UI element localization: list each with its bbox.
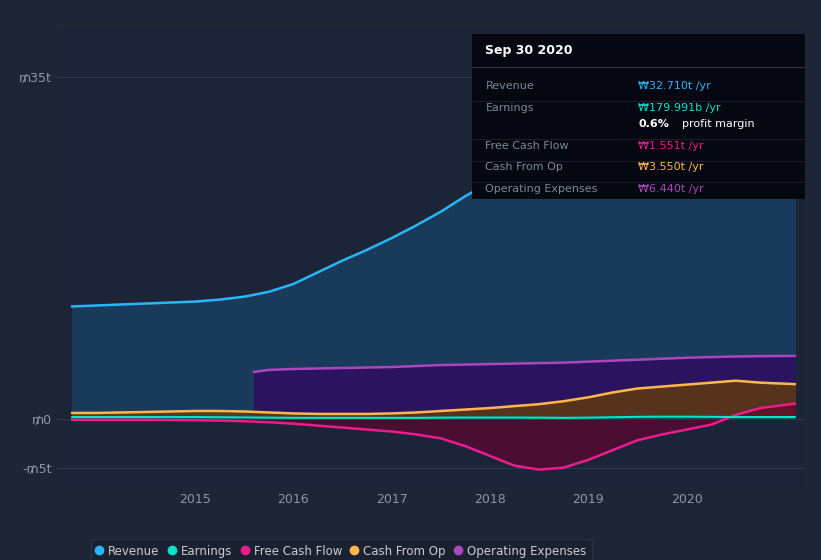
Text: Operating Expenses: Operating Expenses bbox=[485, 184, 598, 194]
Text: Cash From Op: Cash From Op bbox=[485, 162, 563, 172]
Text: ₩3.550t /yr: ₩3.550t /yr bbox=[639, 162, 704, 172]
Text: 0.6%: 0.6% bbox=[639, 119, 669, 129]
Text: ₩179.991b /yr: ₩179.991b /yr bbox=[639, 103, 721, 113]
Text: ₩32.710t /yr: ₩32.710t /yr bbox=[639, 81, 711, 91]
Text: Sep 30 2020: Sep 30 2020 bbox=[485, 44, 573, 57]
Text: profit margin: profit margin bbox=[681, 119, 754, 129]
Text: Earnings: Earnings bbox=[485, 103, 534, 113]
Text: Revenue: Revenue bbox=[485, 81, 534, 91]
Text: Free Cash Flow: Free Cash Flow bbox=[485, 141, 569, 151]
Text: ₩1.551t /yr: ₩1.551t /yr bbox=[639, 141, 704, 151]
Text: ₩6.440t /yr: ₩6.440t /yr bbox=[639, 184, 704, 194]
Legend: Revenue, Earnings, Free Cash Flow, Cash From Op, Operating Expenses: Revenue, Earnings, Free Cash Flow, Cash … bbox=[90, 539, 592, 560]
